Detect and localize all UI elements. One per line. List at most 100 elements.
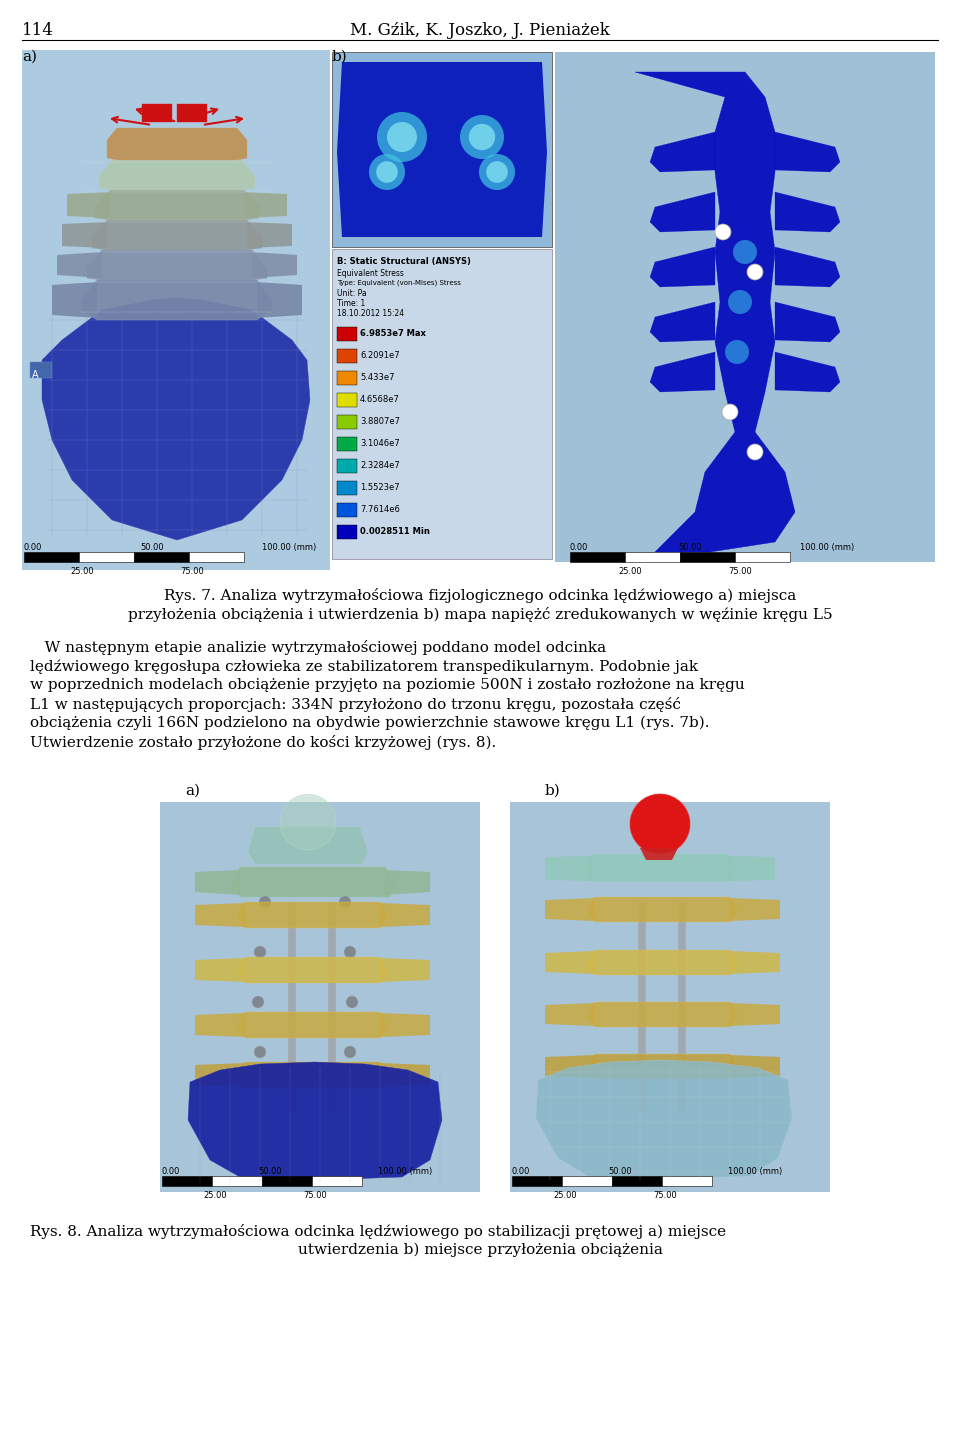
Polygon shape (57, 251, 102, 279)
Text: a): a) (185, 784, 200, 798)
Polygon shape (248, 827, 368, 864)
Text: 0.00: 0.00 (512, 1167, 530, 1176)
Bar (510, 801, 830, 1192)
Circle shape (715, 224, 731, 240)
Polygon shape (775, 247, 840, 287)
Polygon shape (545, 898, 595, 920)
Bar (332, 52, 552, 247)
Bar (177, 103, 207, 122)
Bar (570, 551, 625, 561)
Text: lędźwiowego kręgosłupa człowieka ze stabilizatorem transpedikularnym. Podobnie j: lędźwiowego kręgosłupa człowieka ze stab… (30, 659, 698, 673)
Text: 75.00: 75.00 (728, 567, 752, 576)
Text: 25.00: 25.00 (70, 567, 94, 576)
Bar (680, 551, 735, 561)
Bar (160, 801, 480, 1192)
Circle shape (254, 1045, 266, 1058)
Bar (24, 551, 79, 561)
Polygon shape (237, 902, 388, 928)
Circle shape (486, 161, 508, 182)
Polygon shape (775, 302, 840, 342)
Polygon shape (337, 62, 547, 237)
Polygon shape (650, 352, 715, 392)
Text: 1.5523e7: 1.5523e7 (360, 484, 399, 493)
Polygon shape (650, 132, 715, 172)
Bar (22, 50, 330, 570)
Text: Type: Equivalent (von-Mises) Stress: Type: Equivalent (von-Mises) Stress (337, 279, 461, 286)
Bar (30, 362, 52, 378)
Text: 3.1046e7: 3.1046e7 (360, 439, 399, 448)
Circle shape (479, 154, 515, 190)
Circle shape (254, 946, 266, 958)
Text: 0.00: 0.00 (570, 543, 588, 551)
Bar (662, 1176, 712, 1186)
Polygon shape (730, 951, 780, 974)
Text: Rys. 8. Analiza wytrzymałościowa odcinka lędźwiowego po stabilizacji prętowej a): Rys. 8. Analiza wytrzymałościowa odcinka… (30, 1223, 726, 1239)
Text: Equivalent Stress: Equivalent Stress (337, 269, 404, 279)
Polygon shape (95, 190, 259, 220)
Circle shape (387, 122, 417, 152)
Text: w poprzednich modelach obciążenie przyjęto na poziomie 500N i zostało rozłożone : w poprzednich modelach obciążenie przyję… (30, 678, 745, 692)
Text: 6.2091e7: 6.2091e7 (360, 352, 399, 360)
Circle shape (252, 997, 264, 1008)
Polygon shape (545, 1002, 595, 1025)
Polygon shape (775, 192, 840, 233)
Bar (312, 1176, 362, 1186)
Text: 114: 114 (22, 22, 54, 39)
Text: 3.8807e7: 3.8807e7 (360, 418, 400, 426)
Circle shape (344, 1045, 356, 1058)
Text: obciążenia czyli 166N podzielono na obydwie powierzchnie stawowe kręgu L1 (rys. : obciążenia czyli 166N podzielono na obyd… (30, 717, 709, 731)
Text: Rys. 7. Analiza wytrzymałościowa fizjologicznego odcinka lędźwiowego a) miejsca: Rys. 7. Analiza wytrzymałościowa fizjolo… (164, 587, 796, 603)
Polygon shape (545, 951, 595, 974)
Polygon shape (244, 192, 287, 218)
Polygon shape (730, 898, 780, 920)
Circle shape (259, 896, 271, 908)
Bar (562, 1176, 612, 1186)
Text: przyłożenia obciążenia i utwierdzenia b) mapa napiężć zredukowanych w węźinie kr: przyłożenia obciążenia i utwierdzenia b)… (128, 607, 832, 622)
Text: 100.00 (mm): 100.00 (mm) (378, 1167, 432, 1176)
Bar (337, 437, 357, 451)
Polygon shape (587, 898, 738, 922)
Text: 4.6568e7: 4.6568e7 (360, 395, 400, 405)
Circle shape (344, 946, 356, 958)
Bar (512, 1176, 562, 1186)
Bar (162, 1176, 212, 1186)
Circle shape (725, 340, 749, 363)
Text: Utwierdzenie zostało przyłożone do kości krzyżowej (rys. 8).: Utwierdzenie zostało przyłożone do kości… (30, 735, 496, 750)
Text: 75.00: 75.00 (303, 1190, 326, 1200)
Circle shape (747, 264, 763, 280)
Bar (212, 1176, 262, 1186)
Text: a): a) (22, 50, 37, 65)
Text: 50.00: 50.00 (678, 543, 702, 551)
Polygon shape (730, 1002, 780, 1025)
Text: Unit: Pa: Unit: Pa (337, 289, 367, 299)
Circle shape (468, 123, 495, 151)
Text: 100.00 (mm): 100.00 (mm) (728, 1167, 782, 1176)
Bar (337, 327, 357, 340)
Circle shape (722, 404, 738, 419)
Polygon shape (87, 250, 267, 280)
Circle shape (460, 115, 504, 159)
Circle shape (339, 896, 351, 908)
Polygon shape (252, 251, 297, 279)
Polygon shape (536, 1060, 792, 1179)
Text: Time: 1: Time: 1 (337, 299, 365, 307)
Text: 0.00: 0.00 (162, 1167, 180, 1176)
Circle shape (747, 444, 763, 460)
Polygon shape (385, 870, 430, 895)
Circle shape (733, 240, 757, 264)
Polygon shape (195, 870, 240, 895)
Polygon shape (82, 280, 272, 320)
Polygon shape (62, 223, 107, 248)
Circle shape (728, 290, 752, 314)
Text: 25.00: 25.00 (553, 1190, 577, 1200)
Text: B: Static Structural (ANSYS): B: Static Structural (ANSYS) (337, 257, 470, 266)
Polygon shape (232, 867, 395, 898)
Bar (337, 460, 357, 472)
Text: utwierdzenia b) miejsce przyłożenia obciążenia: utwierdzenia b) miejsce przyłożenia obci… (298, 1244, 662, 1258)
Bar (22, 50, 330, 570)
Bar (612, 1176, 662, 1186)
Polygon shape (195, 903, 245, 928)
Bar (328, 902, 336, 1111)
Polygon shape (587, 1054, 738, 1078)
Polygon shape (730, 1055, 780, 1078)
